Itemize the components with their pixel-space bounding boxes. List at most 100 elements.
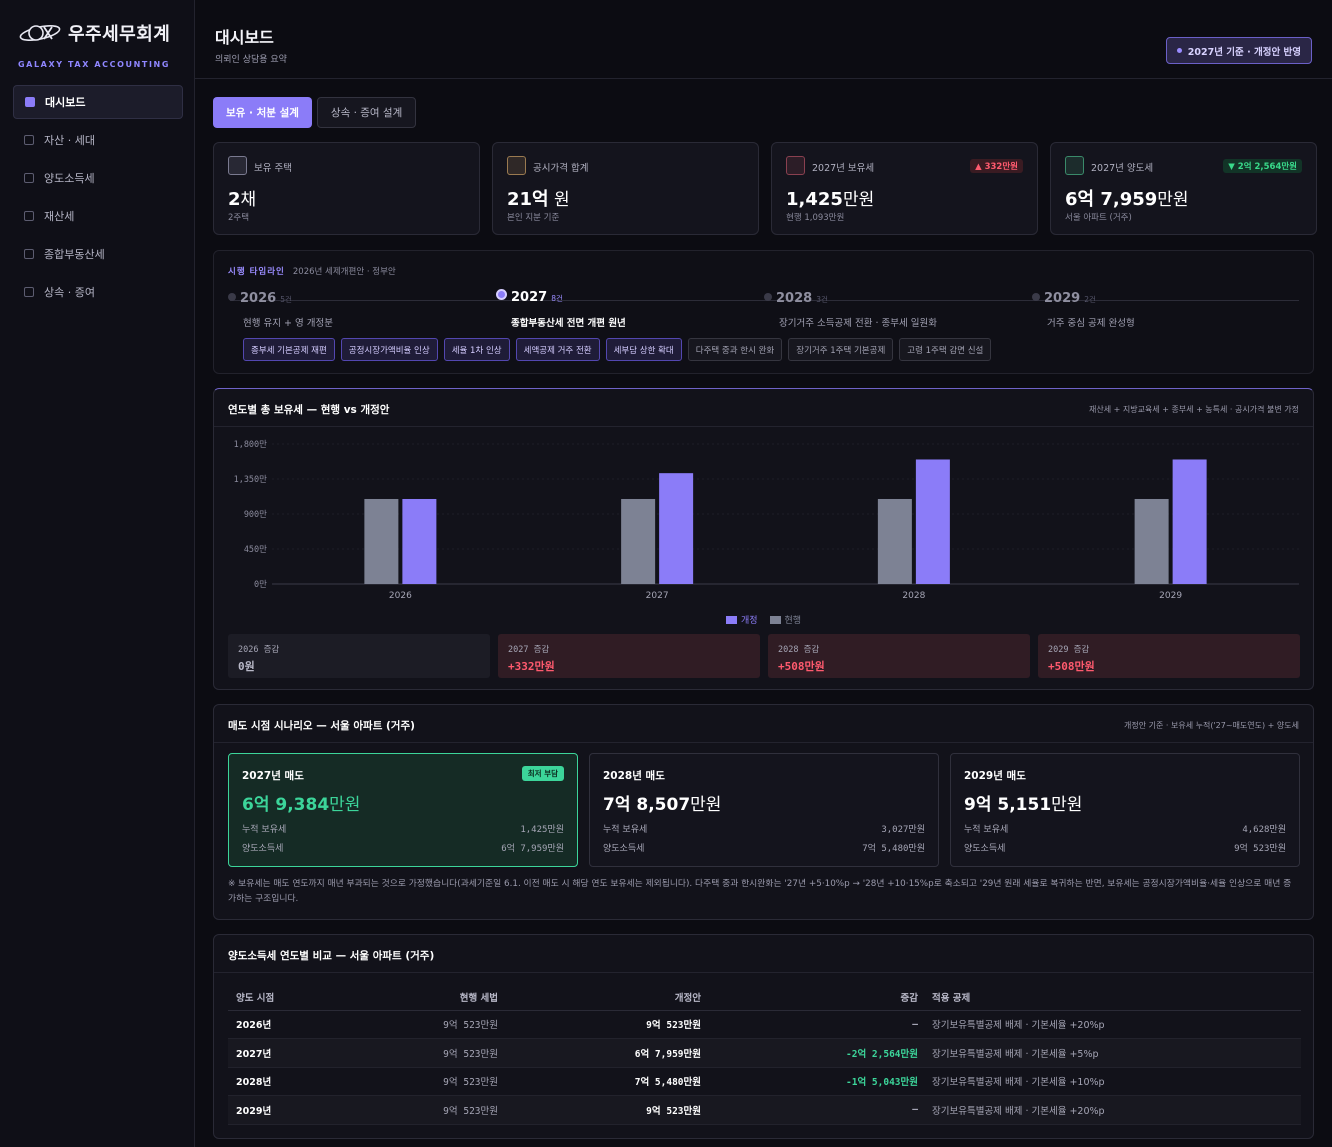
timeline-year-2029[interactable]: 2029 2건 [1032,291,1096,306]
lowest-burden-badge: 최저 부담 [521,766,564,781]
scenario-row: 2027년 매도 최저 부담 6억 9,384만원 누적 보유세 1,425만원 양도소득… [228,753,1300,867]
x-tick-label: 2029 [1159,591,1182,601]
row-difference: — [701,1010,918,1039]
tab-inheritance-gift[interactable]: 상속 · 증여 설계 [316,97,417,128]
scenario-title: 매도 시점 시나리오 — 서울 아파트 (거주) [228,720,415,732]
row-year: 2027년 [228,1038,348,1068]
brand-subtitle: GALAXY TAX ACCOUNTING [18,60,170,69]
sidebar-item-label: 종합부동산세 [44,248,105,261]
delta-value: +508만원 [1048,660,1095,673]
kpi-card-owned-houses: 보유 주택 2채 2주택 [213,142,480,235]
holding-label: 누적 보유세 [964,825,1009,835]
holding-label: 누적 보유세 [603,825,648,835]
timeline-line [230,300,1299,301]
column-header: 적용 공제 [918,985,1301,1011]
bar-current-2026 [364,498,399,584]
kpi-note: 2주택 [228,213,250,223]
column-header: 현행 세법 [348,985,498,1011]
timeline-tag[interactable]: 장기거주 1주택 기본공제 [788,338,894,361]
nav-square-icon [24,211,34,221]
y-tick-label: 1,800만 [234,440,268,450]
sidebar-item-inheritance-gift[interactable]: 상속 · 증여 [13,275,183,309]
cgt-value: 9억 523만원 [1234,844,1286,854]
scenario-total-number: 7억 8,507 [603,795,691,815]
scenario-option[interactable]: 2028년 매도 7억 8,507만원 누적 보유세 3,027만원 양도소득세 7억 5… [589,753,939,867]
timeline-tag[interactable]: 세액공제 거주 전환 [515,338,600,361]
timeline-year-label: 2027 [511,290,548,305]
scenario-holding-row: 누적 보유세 3,027만원 [603,822,925,835]
kpi-value-number: 6억 7,959 [1065,189,1158,210]
timeline-tags: 종부세 기본공제 재편 공정시장가액비율 인상 세율 1차 인상 세액공제 거주 전환… [243,338,992,361]
timeline-year-2027[interactable]: 2027 8건 [496,289,563,305]
delta-value: +508만원 [778,660,825,673]
kpi-value: 2채 [228,185,256,210]
scenario-cgt-row: 양도소득세 6억 7,959만원 [242,841,564,854]
tab-holding-disposal[interactable]: 보유 · 처분 설계 [213,97,312,128]
holding-tax-icon [786,156,805,175]
timeline-tag[interactable]: 다주택 중과 한시 완화 [687,338,783,361]
nav-square-icon [24,249,34,259]
row-rule: 장기보유특별공제 배제 · 기본세율 +5%p [918,1038,1301,1068]
scenario-total-unit: 만원 [1051,795,1083,815]
kpi-value-unit: 원 [548,190,570,210]
legend-item: 개정 [725,613,758,626]
sidebar-item-label: 자산 · 세대 [44,134,95,147]
row-rule: 장기보유특별공제 배제 · 기본세율 +10%p [918,1067,1301,1096]
basis-badge[interactable]: 2027년 기준 · 개정안 반영 [1165,37,1312,64]
timeline-tag[interactable]: 고령 1주택 감면 신설 [899,338,992,361]
sidebar-item-assets-household[interactable]: 자산 · 세대 [13,123,183,157]
timeline-description: 현행 유지 + 영 개정분 [243,318,333,329]
row-year: 2026년 [228,1010,348,1039]
chart-note: 재산세 + 지방교육세 + 종부세 + 농특세 · 공시가격 불변 가정 [1088,405,1299,414]
timeline-tag[interactable]: 종부세 기본공제 재편 [243,338,335,361]
legend-item: 현행 [769,613,802,626]
delta-label: 2028 증감 [778,645,820,655]
scenario-total-number: 9억 5,151 [964,795,1052,815]
row-rule: 장기보유특별공제 배제 · 기본세율 +20%p [918,1095,1301,1125]
holding-label: 누적 보유세 [242,825,287,835]
timeline-title: 시행 타임라인 [228,267,285,277]
timeline-subtitle: 2026년 세제개편안 · 정부안 [292,267,396,277]
y-tick-label: 450만 [244,545,267,555]
sidebar-item-dashboard[interactable]: 대시보드 [13,85,183,119]
scenario-option[interactable]: 2029년 매도 9억 5,151만원 누적 보유세 4,628만원 양도소득세 9억 5… [950,753,1300,867]
timeline-tag[interactable]: 세부담 상한 확대 [605,338,682,361]
scenario-option[interactable]: 2027년 매도 최저 부담 6억 9,384만원 누적 보유세 1,425만원 양도소득… [228,753,578,867]
timeline-tag[interactable]: 세율 1차 인상 [443,338,510,361]
legend-label: 현행 [784,616,802,626]
timeline-year-2028[interactable]: 2028 3건 [764,291,828,306]
scenario-footnote: ※ 보유세는 매도 연도까지 매년 부과되는 것으로 가정했습니다(과세기준일 … [228,879,1292,904]
delta-box: 2028 증감 +508만원 [768,634,1030,678]
scenario-card: 매도 시점 시나리오 — 서울 아파트 (거주) 개정안 기준 · 보유세 누적… [213,704,1314,920]
brand: 우주세무회계 GALAXY TAX ACCOUNTING [18,20,170,69]
sidebar-item-capital-gains-tax[interactable]: 양도소득세 [13,161,183,195]
table-title: 양도소득세 연도별 비교 — 서울 아파트 (거주) [228,950,435,962]
page-header: 대시보드 의뢰인 상담용 요약 2027년 기준 · 개정안 반영 [195,0,1332,79]
timeline-year-2026[interactable]: 2026 5건 [228,291,292,306]
kpi-note: 현행 1,093만원 [786,213,845,223]
tab-bar: 보유 · 처분 설계 상속 · 증여 설계 [213,97,417,128]
bar-current-2027 [621,498,656,584]
scenario-cgt-row: 양도소득세 7억 5,480만원 [603,841,925,854]
kpi-value-unit: 만원 [1157,190,1189,210]
scenario-cgt-row: 양도소득세 9억 523만원 [964,841,1286,854]
row-difference: -2억 2,564만원 [701,1038,918,1068]
cgt-table: 양도 시점 현행 세법 개정안 증감 적용 공제 2026년 9억 523만원 9억 523… [228,985,1301,1125]
sidebar-item-property-tax[interactable]: 재산세 [13,199,183,233]
sidebar-item-comprehensive-property-tax[interactable]: 종합부동산세 [13,237,183,271]
row-year: 2028년 [228,1067,348,1096]
delta-label: 2027 증감 [508,645,550,655]
chart-legend: 개정 현행 [214,613,1313,626]
x-tick-label: 2027 [646,591,669,601]
row-current: 9억 523만원 [348,1095,498,1125]
scenario-total-unit: 만원 [690,795,722,815]
sidebar-item-label: 대시보드 [45,96,86,109]
timeline-year-label: 2029 [1044,291,1081,306]
scenario-holding-row: 누적 보유세 1,425만원 [242,822,564,835]
x-tick-label: 2026 [389,591,412,601]
delta-label: 2029 증감 [1048,645,1090,655]
cgt-label: 양도소득세 [242,844,284,854]
timeline-tag[interactable]: 공정시장가액비율 인상 [340,338,438,361]
scenario-total-number: 6억 9,384 [242,795,330,815]
